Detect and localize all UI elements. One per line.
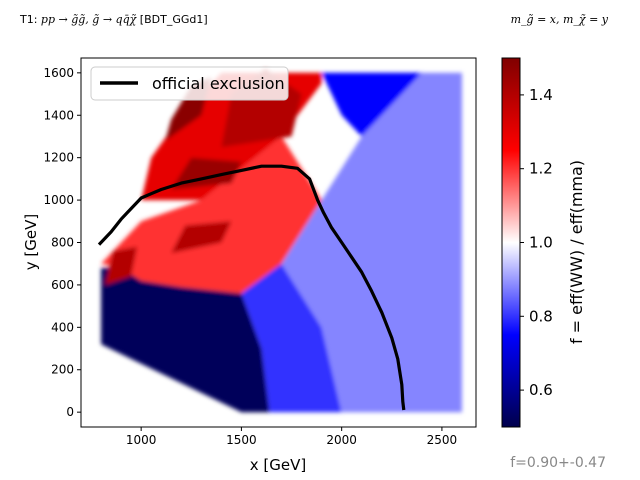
colorbar-tick-label-1.2: 1.2	[529, 160, 553, 178]
x-axis-label: x [GeV]	[250, 456, 306, 474]
y-tick-label-1600: 1600	[43, 66, 74, 80]
y-tick-label-1000: 1000	[43, 193, 74, 207]
colorbar: 0.6 0.8 1.0 1.2 1.4 f = eff(WW) / eff(mma)	[501, 57, 586, 428]
colorbar-tick-label-0.6: 0.6	[529, 381, 553, 399]
x-tick-label-1500: 1500	[226, 433, 257, 447]
heatmap-region-5	[221, 72, 422, 137]
heatmap-region-0	[101, 267, 270, 413]
heatmap-region-3	[101, 136, 322, 294]
fit-result-text: f=0.90+-0.47	[510, 455, 606, 471]
legend-label: official exclusion	[152, 74, 285, 93]
y-axis-label: y [GeV]	[22, 214, 40, 270]
y-tick-label-800: 800	[51, 236, 74, 250]
colorbar-tick-label-1: 1.0	[529, 234, 553, 252]
x-tick-label-2000: 2000	[326, 433, 357, 447]
header-title: T1: pp → g̃g̃, g̃ → qq̄χ̃ [BDT_GGd1]	[19, 13, 208, 26]
colorbar-tick-label-1.4: 1.4	[529, 86, 553, 104]
plot-area: 1000 1500 2000 2500 0 200 400 600 800 1000 1200 14…	[22, 57, 477, 474]
heatmap-region-10	[171, 221, 232, 254]
official-exclusion-line	[97, 164, 406, 411]
colorbar-tick-label-0.8: 0.8	[529, 307, 553, 325]
legend-box	[90, 66, 289, 101]
y-tick-label-400: 400	[51, 320, 74, 334]
heatmap-region-2	[281, 72, 462, 413]
x-tick-label-1000: 1000	[126, 433, 157, 447]
x-tick-label-2500: 2500	[427, 433, 458, 447]
curve-layer	[97, 164, 406, 411]
colorbar-gradient	[501, 57, 521, 428]
colorbar-label: f = eff(WW) / eff(mma)	[567, 160, 586, 344]
heatmap-region-9	[105, 246, 138, 285]
legend: official exclusion	[90, 66, 289, 101]
x-axis-ticks: 1000 1500 2000 2500	[126, 427, 457, 447]
y-axis-ticks: 0 200 400 600 800 1000 1200 1400 1600	[43, 66, 81, 419]
colorbar-ticks: 0.6 0.8 1.0 1.2 1.4	[520, 86, 553, 399]
y-tick-label-1400: 1400	[43, 108, 74, 122]
header-mapping: m_g̃ = x, m_χ̃ = y	[511, 13, 609, 26]
heatmap-region-1	[241, 263, 342, 413]
y-tick-label-1200: 1200	[43, 151, 74, 165]
y-tick-label-0: 0	[66, 405, 74, 419]
y-tick-label-600: 600	[51, 278, 74, 292]
y-tick-label-200: 200	[51, 363, 74, 377]
